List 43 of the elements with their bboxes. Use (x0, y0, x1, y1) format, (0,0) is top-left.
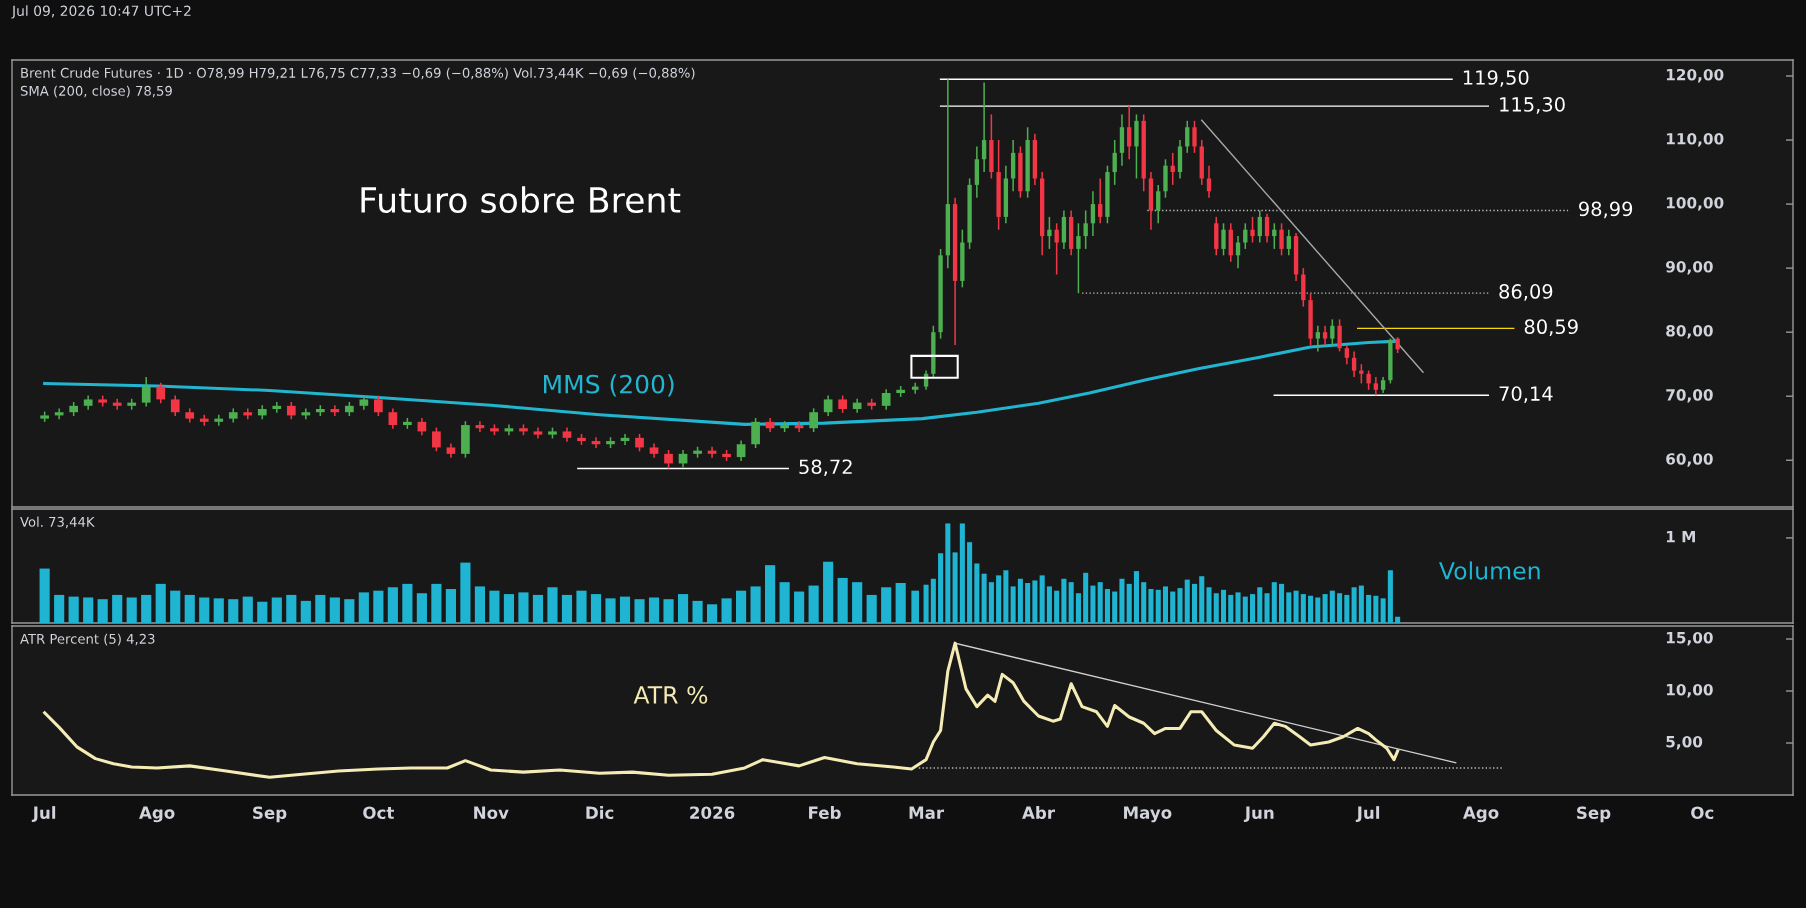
x-tick-label: Mar (909, 806, 945, 820)
annotation: 80,59 (1524, 319, 1578, 337)
y-tick-label: 90,00 (1666, 261, 1713, 275)
x-tick-label: Dic (586, 806, 614, 820)
x-tick-label: Nov (474, 806, 509, 820)
x-tick-label: Abr (1022, 806, 1055, 820)
series-label: Volumen (1439, 561, 1540, 580)
x-tick-label: Oc (1691, 806, 1714, 820)
x-tick-label: Ago (139, 806, 175, 823)
y-tick-label: 60,00 (1666, 453, 1713, 467)
x-tick-label: Feb (809, 806, 841, 820)
y-tick-label: 1 M (1666, 531, 1695, 543)
y-tick-label: 110,00 (1666, 132, 1724, 147)
x-tick-label: Jul (1355, 806, 1380, 823)
text: ATR % (633, 685, 708, 704)
x-tick-label: Sep (1577, 806, 1611, 823)
series-label: MMS (200) (544, 374, 674, 397)
x-tick-label: Jun (1243, 806, 1274, 823)
x-tick-label: Ago (1462, 806, 1499, 823)
y-tick-label: 5,00 (1666, 735, 1703, 750)
annotation: 98,99 (1579, 201, 1633, 219)
y-tick-label: 70,00 (1666, 389, 1713, 403)
annotation: 58,72 (799, 459, 852, 477)
text: Futuro sobre Brent (361, 186, 681, 214)
annotation: 119,50 (1463, 70, 1529, 87)
annotation: Brent Crude Futures · 1D · O78,99 H79,21 L76,75 C77,33 −0,69 (−0,88%) Vol.73,44K −0,69 (−0,88%) (21, 67, 695, 80)
annotation: 115,30 (1500, 97, 1565, 114)
x-tick-label: Jul (31, 806, 56, 823)
x-tick-label: Oct (363, 806, 394, 820)
annotation: 86,09 (1499, 284, 1553, 301)
y-tick-label: 80,00 (1666, 325, 1713, 339)
x-tick-label: Sep (253, 806, 287, 823)
annotation: 70,14 (1499, 386, 1553, 403)
y-tick-label: 100,00 (1666, 196, 1724, 211)
y-tick-label: 120,00 (1666, 68, 1724, 83)
annotation: SMA (200, close) 78,59 (20, 85, 172, 98)
x-tick-label: Mayo (1124, 806, 1172, 823)
chart-subtitle: Jul 09, 2026 10:47 UTC+2 (11, 5, 191, 19)
annotation: Vol. 73,44K (20, 516, 95, 529)
annotation: ATR Percent (5) 4,23 (20, 633, 155, 646)
x-tick-label: 2026 (690, 806, 735, 820)
y-tick-label: 10,00 (1666, 683, 1713, 698)
y-tick-label: 15,00 (1666, 631, 1713, 646)
